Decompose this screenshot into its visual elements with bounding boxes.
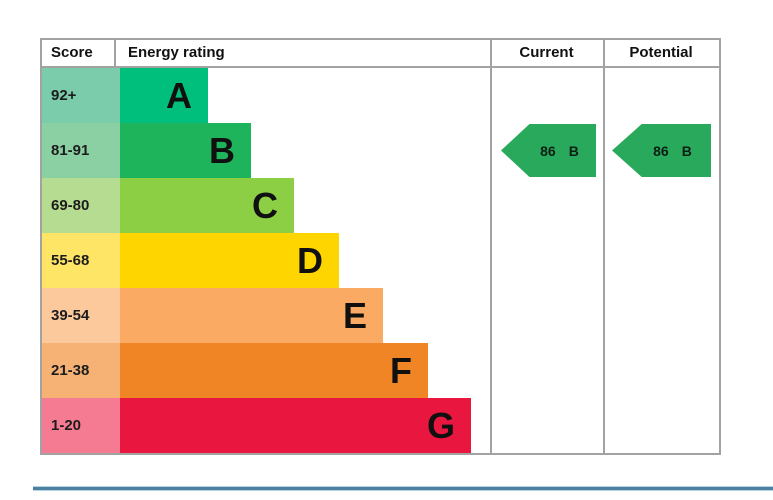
energy-band-bar-g: G: [120, 398, 471, 453]
score-range-label: 81-91: [42, 123, 120, 178]
energy-band-bar-a: A: [120, 68, 208, 123]
score-range-label: 21-38: [42, 343, 120, 398]
epc-band-row-d: 55-68 D: [42, 233, 719, 288]
energy-band-bar-f: F: [120, 343, 428, 398]
energy-band-bar-e: E: [120, 288, 383, 343]
band-letter: A: [166, 74, 192, 116]
band-letter: F: [390, 349, 412, 391]
header-score: Score: [51, 44, 93, 61]
epc-band-row-c: 69-80 C: [42, 178, 719, 233]
band-letter: E: [342, 294, 367, 336]
band-letter: B: [209, 129, 235, 171]
epc-band-row-a: 92+ A: [42, 68, 719, 123]
epc-rating-chart: Score Energy rating Current Potential 92…: [40, 38, 721, 455]
energy-band-bar-c: C: [120, 178, 294, 233]
page-bottom-divider: [33, 487, 773, 490]
epc-band-row-e: 39-54 E: [42, 288, 719, 343]
score-range-label: 39-54: [42, 288, 120, 343]
epc-band-row-g: 1-20 G: [42, 398, 719, 453]
band-letter: G: [426, 404, 455, 446]
score-range-label: 1-20: [42, 398, 120, 453]
potential-column-separator: [603, 40, 605, 453]
potential-rating-letter: B: [681, 142, 692, 159]
energy-band-bar-b: B: [120, 123, 251, 178]
current-rating-letter: B: [568, 142, 579, 159]
score-range-label: 92+: [42, 68, 120, 123]
potential-rating-score: 86: [653, 142, 669, 159]
score-range-label: 55-68: [42, 233, 120, 288]
header-energy-rating: Energy rating: [128, 44, 225, 61]
header-current: Current: [519, 44, 574, 61]
epc-header-row: Score Energy rating Current Potential: [42, 40, 719, 68]
band-letter: D: [297, 239, 323, 281]
header-score-separator: [114, 40, 116, 66]
energy-band-bar-d: D: [120, 233, 339, 288]
epc-band-row-b: 81-91 B: [42, 123, 719, 178]
header-potential: Potential: [629, 44, 693, 61]
current-rating-score: 86: [540, 142, 556, 159]
score-range-label: 69-80: [42, 178, 120, 233]
epc-band-row-f: 21-38 F: [42, 343, 719, 398]
epc-band-rows: 92+ A 81-91 B 69-80 C 55-68 D 39-54 E 21-38 F 1-20 G: [42, 68, 719, 453]
current-column-separator: [490, 40, 492, 453]
band-letter: C: [252, 184, 278, 226]
